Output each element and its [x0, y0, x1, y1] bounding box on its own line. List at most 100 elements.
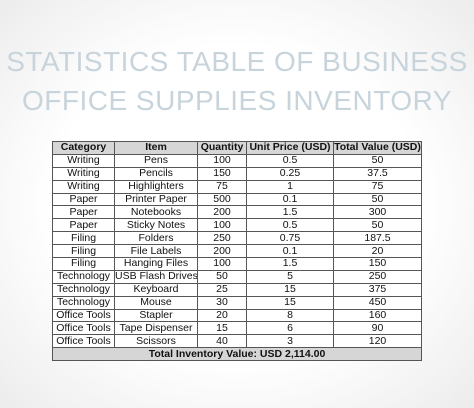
table-cell: Keyboard	[114, 282, 198, 297]
table-cell: Writing	[52, 179, 115, 194]
table-row: Filing Hanging Files 100 1.5 150	[52, 257, 422, 271]
table-cell: 20	[197, 308, 247, 323]
table-cell: Tape Dispenser	[114, 321, 198, 336]
table-row: Paper Sticky Notes 100 0.5 50	[52, 218, 422, 233]
table-cell: 1	[246, 179, 334, 194]
table-cell: 250	[197, 231, 247, 246]
table-cell: Sticky Notes	[114, 218, 198, 233]
table-cell: 0.1	[246, 192, 334, 207]
table-cell: 100	[197, 218, 247, 233]
table-cell: 300	[333, 205, 422, 220]
title-line: STATISTICS TABLE OF BUSINESS	[6, 46, 468, 77]
table-cell: 20	[333, 244, 422, 259]
table-cell: USB Flash Drives	[114, 269, 198, 284]
table-cell: 90	[333, 321, 422, 336]
table-cell: 160	[333, 308, 422, 323]
table-cell: 120	[333, 334, 422, 349]
table-row: Office Tools Scissors 40 3 120	[52, 334, 422, 349]
table-cell: 50	[333, 153, 422, 168]
table-cell: 3	[246, 334, 334, 349]
table-row: Paper Notebooks 200 1.5 300	[52, 205, 422, 220]
table-cell: Writing	[52, 153, 115, 168]
table-cell: 50	[333, 218, 422, 233]
table-cell: 250	[333, 269, 422, 284]
table-body: Writing Pens 100 0.5 50 Writing Pencils 150 0.25…	[52, 153, 422, 362]
table-row: Technology Mouse 30 15 450	[52, 295, 422, 310]
table-cell: Filing	[52, 257, 115, 271]
table-cell: Printer Paper	[114, 192, 198, 207]
column-header: Total Value (USD)	[333, 141, 422, 155]
table-cell: Folders	[114, 231, 198, 246]
table-cell: Office Tools	[52, 334, 115, 349]
table-cell: File Labels	[114, 244, 198, 259]
table-cell: 75	[197, 179, 247, 194]
table-row: Writing Pencils 150 0.25 37.5	[52, 166, 422, 181]
table-cell: 15	[246, 282, 334, 297]
title-line: OFFICE SUPPLIES INVENTORY	[21, 85, 452, 116]
table-row: Technology Keyboard 25 15 375	[52, 282, 422, 297]
table-cell: 0.5	[246, 218, 334, 233]
table-row: Office Tools Tape Dispenser 15 6 90	[52, 321, 422, 336]
table-cell: 200	[197, 205, 247, 220]
table-cell: Paper	[52, 218, 115, 233]
table-cell: Office Tools	[52, 321, 115, 336]
table-cell: 150	[197, 166, 247, 181]
table-cell: Office Tools	[52, 308, 115, 323]
table-cell: 75	[333, 179, 422, 194]
table-cell: 25	[197, 282, 247, 297]
table-cell: 8	[246, 308, 334, 323]
table-cell: 0.75	[246, 231, 334, 246]
table-row: Technology USB Flash Drives 50 5 250	[52, 269, 422, 284]
table-cell: Technology	[52, 295, 115, 310]
table-cell: 150	[333, 257, 422, 271]
table-cell: 200	[197, 244, 247, 259]
table-cell: 50	[197, 269, 247, 284]
table-cell: 187.5	[333, 231, 422, 246]
column-header: Category	[52, 141, 115, 155]
table-cell: 1.5	[246, 205, 334, 220]
table-cell: 500	[197, 192, 247, 207]
table-cell: 375	[333, 282, 422, 297]
table-cell: Stapler	[114, 308, 198, 323]
table-cell: 0.1	[246, 244, 334, 259]
table-cell: 6	[246, 321, 334, 336]
table-row: Office Tools Stapler 20 8 160	[52, 308, 422, 323]
table-cell: 40	[197, 334, 247, 349]
table-cell: Filing	[52, 231, 115, 246]
table-cell: Writing	[52, 166, 115, 181]
table-cell: Technology	[52, 282, 115, 297]
table-cell: Highlighters	[114, 179, 198, 194]
table-cell: Notebooks	[114, 205, 198, 220]
total-cell: Total Inventory Value: USD 2,114.00	[52, 347, 422, 362]
table-cell: 450	[333, 295, 422, 310]
total-row: Total Inventory Value: USD 2,114.00	[52, 347, 422, 362]
table-cell: Paper	[52, 192, 115, 207]
table-cell: Hanging Files	[114, 257, 198, 271]
table-cell: 37.5	[333, 166, 422, 181]
column-header: Item	[114, 141, 198, 155]
table-cell: 1.5	[246, 257, 334, 271]
inventory-table: Category Item Quantity Unit Price (USD) Tota…	[52, 141, 422, 362]
table-row: Paper Printer Paper 500 0.1 50	[52, 192, 422, 207]
table-cell: 15	[197, 321, 247, 336]
table-cell: Filing	[52, 244, 115, 259]
table-row: Filing Folders 250 0.75 187.5	[52, 231, 422, 246]
table-cell: 100	[197, 257, 247, 271]
table-cell: 0.25	[246, 166, 334, 181]
table-cell: 0.5	[246, 153, 334, 168]
column-header: Quantity	[197, 141, 247, 155]
table-cell: Paper	[52, 205, 115, 220]
header-row: Category Item Quantity Unit Price (USD) Tota…	[52, 141, 422, 155]
table-cell: 15	[246, 295, 334, 310]
table-cell: 30	[197, 295, 247, 310]
table-cell: 50	[333, 192, 422, 207]
table-cell: Pens	[114, 153, 198, 168]
table-cell: 5	[246, 269, 334, 284]
table-cell: 100	[197, 153, 247, 168]
column-header: Unit Price (USD)	[246, 141, 334, 155]
table-row: Writing Highlighters 75 1 75	[52, 179, 422, 194]
table-row: Filing File Labels 200 0.1 20	[52, 244, 422, 259]
table-row: Writing Pens 100 0.5 50	[52, 153, 422, 168]
table-cell: Mouse	[114, 295, 198, 310]
